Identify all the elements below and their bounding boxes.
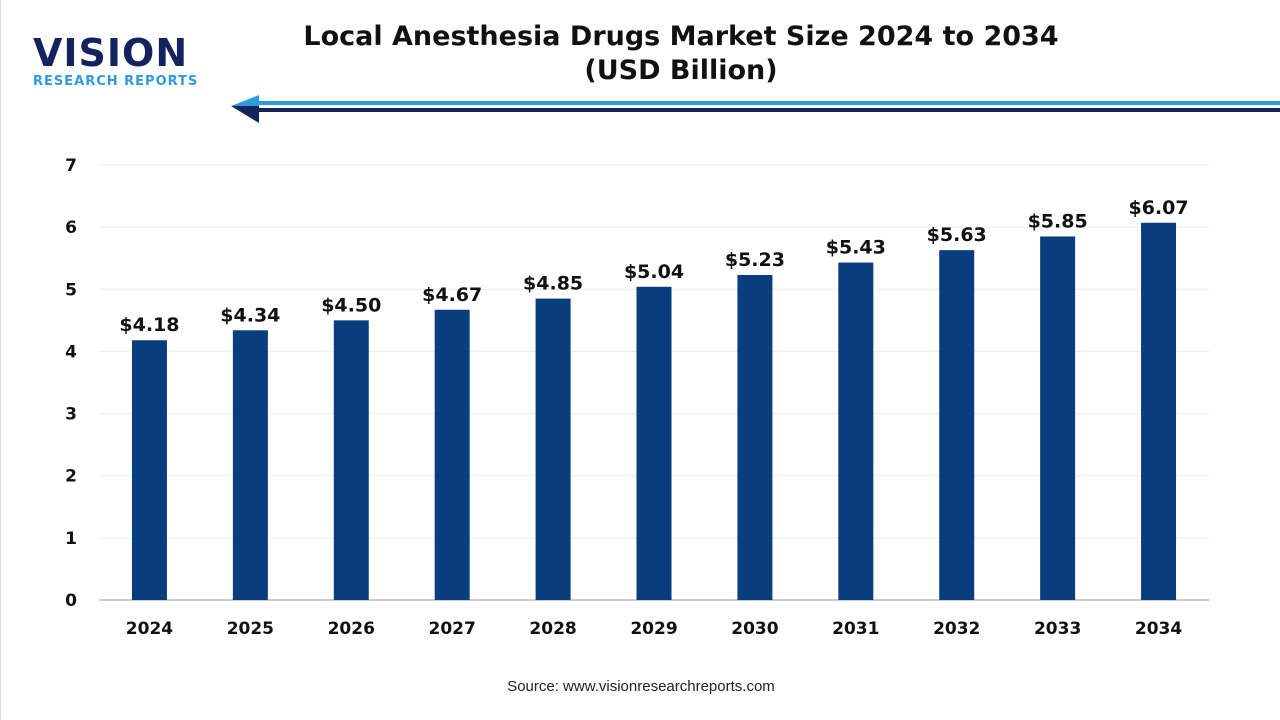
logo-subtitle: RESEARCH REPORTS — [33, 74, 199, 89]
data-label: $5.85 — [1028, 210, 1088, 232]
data-label: $5.63 — [927, 224, 987, 246]
data-label: $4.50 — [321, 294, 381, 316]
bar-2025 — [232, 330, 268, 600]
data-label: $6.07 — [1128, 197, 1188, 219]
x-tick-label: 2033 — [1034, 619, 1081, 639]
data-label: $4.34 — [220, 304, 280, 326]
chart-title: Local Anesthesia Drugs Market Size 2024 … — [301, 20, 1061, 88]
x-tick-label: 2029 — [630, 619, 677, 639]
y-tick-label: 0 — [65, 591, 77, 611]
y-tick-label: 2 — [65, 467, 77, 487]
y-tick-label: 6 — [65, 218, 77, 238]
y-tick-label: 4 — [65, 342, 77, 362]
title-line-1: Local Anesthesia Drugs Market Size 2024 … — [303, 21, 1059, 52]
header-arrow — [231, 95, 1280, 123]
x-tick-label: 2025 — [227, 619, 274, 639]
bar-2024 — [131, 340, 167, 600]
x-tick-label: 2027 — [429, 619, 476, 639]
logo: VISION RESEARCH REPORTS — [33, 34, 198, 89]
data-label: $4.67 — [422, 284, 482, 306]
data-label: $4.18 — [119, 314, 179, 336]
x-tick-label: 2031 — [832, 619, 879, 639]
bar-2032 — [939, 250, 975, 600]
x-tick-label: 2026 — [328, 619, 375, 639]
y-tick-label: 5 — [65, 280, 77, 300]
y-tick-label: 7 — [65, 156, 77, 176]
data-label: $4.85 — [523, 273, 583, 295]
title-line-2: (USD Billion) — [584, 55, 778, 86]
x-tick-label: 2034 — [1135, 619, 1182, 639]
bar-2029 — [636, 286, 672, 600]
x-tick-label: 2024 — [126, 619, 173, 639]
logo-brand: VISION — [33, 31, 189, 75]
x-tick-label: 2028 — [529, 619, 576, 639]
data-label: $5.04 — [624, 261, 684, 283]
y-tick-label: 1 — [65, 529, 77, 549]
bar-2034 — [1141, 222, 1177, 601]
bar-2031 — [838, 262, 874, 600]
y-tick-label: 3 — [65, 405, 77, 425]
bar-2027 — [434, 309, 470, 600]
data-label: $5.23 — [725, 249, 785, 271]
x-tick-label: 2032 — [933, 619, 980, 639]
x-tick-label: 2030 — [731, 619, 778, 639]
bar-2033 — [1040, 236, 1076, 600]
bar-2026 — [333, 320, 369, 600]
bar-2030 — [737, 274, 773, 600]
data-label: $5.43 — [826, 237, 886, 259]
source-note: Source: www.visionresearchreports.com — [507, 678, 775, 695]
bar-2028 — [535, 298, 571, 600]
